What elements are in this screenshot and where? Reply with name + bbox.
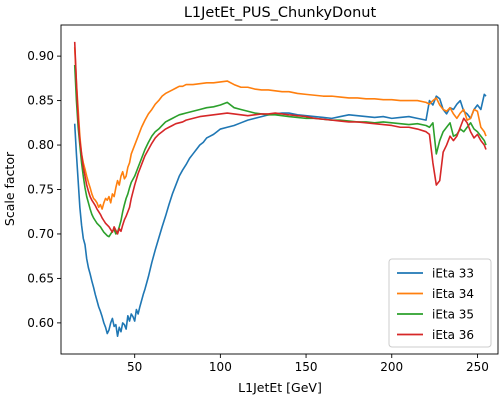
legend-box bbox=[388, 258, 492, 348]
x-axis-label: L1JetEt [GeV] bbox=[238, 380, 322, 395]
x-tick-label: 150 bbox=[295, 360, 318, 374]
x-tick-label: 50 bbox=[127, 360, 142, 374]
legend-label: iEta 36 bbox=[432, 328, 474, 342]
legend: iEta 33 iEta 34 iEta 35 iEta 36 bbox=[388, 258, 492, 348]
series-line-2 bbox=[73, 47, 487, 210]
legend-label: iEta 34 bbox=[432, 287, 474, 301]
y-tick-label: 0.85 bbox=[27, 94, 54, 108]
y-tick-label: 0.75 bbox=[27, 183, 54, 197]
y-tick-label: 0.65 bbox=[27, 271, 54, 285]
plot-area: 50 100 150 200 250 0.60 0.65 0.70 0.75 0.80 0.85 0.… bbox=[27, 24, 499, 374]
series-line-4 bbox=[73, 41, 487, 235]
y-tick-label: 0.60 bbox=[27, 316, 54, 330]
y-axis-label: Scale factor bbox=[2, 151, 17, 226]
y-tick-label: 0.90 bbox=[27, 49, 54, 63]
x-tick-label: 250 bbox=[466, 360, 489, 374]
series-line-1 bbox=[73, 93, 487, 338]
legend-label: iEta 33 bbox=[432, 267, 474, 281]
series-line-3 bbox=[73, 64, 487, 238]
legend-label: iEta 35 bbox=[432, 308, 474, 322]
y-tick-label: 0.80 bbox=[27, 138, 54, 152]
x-tick-label: 100 bbox=[209, 360, 232, 374]
chart-title: L1JetEt_PUS_ChunkyDonut bbox=[184, 5, 377, 21]
y-tick-label: 0.70 bbox=[27, 227, 54, 241]
x-tick-label: 200 bbox=[380, 360, 403, 374]
